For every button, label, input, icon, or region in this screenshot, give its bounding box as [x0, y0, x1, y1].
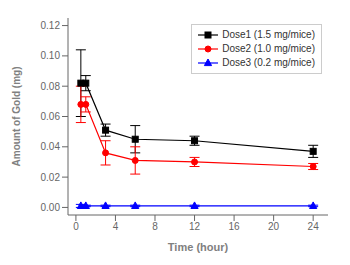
- svg-text:0.10: 0.10: [41, 50, 61, 61]
- svg-text:0.00: 0.00: [41, 202, 61, 213]
- svg-text:0: 0: [73, 221, 79, 232]
- svg-text:0.12: 0.12: [41, 20, 61, 31]
- html-text:Dose1 (1.5 mg/mice): Dose1 (1.5 mg/mice): [222, 29, 315, 40]
- svg-text:Time (hour): Time (hour): [168, 241, 229, 253]
- svg-text:24: 24: [308, 221, 320, 232]
- svg-text:16: 16: [229, 221, 241, 232]
- svg-text:0.02: 0.02: [41, 172, 61, 183]
- svg-text:0.04: 0.04: [41, 141, 61, 152]
- html-text:Dose2 (1.0 mg/mice): Dose2 (1.0 mg/mice): [222, 43, 315, 54]
- svg-text:12: 12: [189, 221, 201, 232]
- svg-text:0.06: 0.06: [41, 111, 61, 122]
- svg-text:Amount of Gold (mg): Amount of Gold (mg): [11, 67, 22, 167]
- svg-text:0.08: 0.08: [41, 81, 61, 92]
- svg-text:20: 20: [268, 221, 280, 232]
- svg-text:8: 8: [152, 221, 158, 232]
- html-text:Dose3 (0.2 mg/mice): Dose3 (0.2 mg/mice): [222, 57, 315, 68]
- svg-text:4: 4: [113, 221, 119, 232]
